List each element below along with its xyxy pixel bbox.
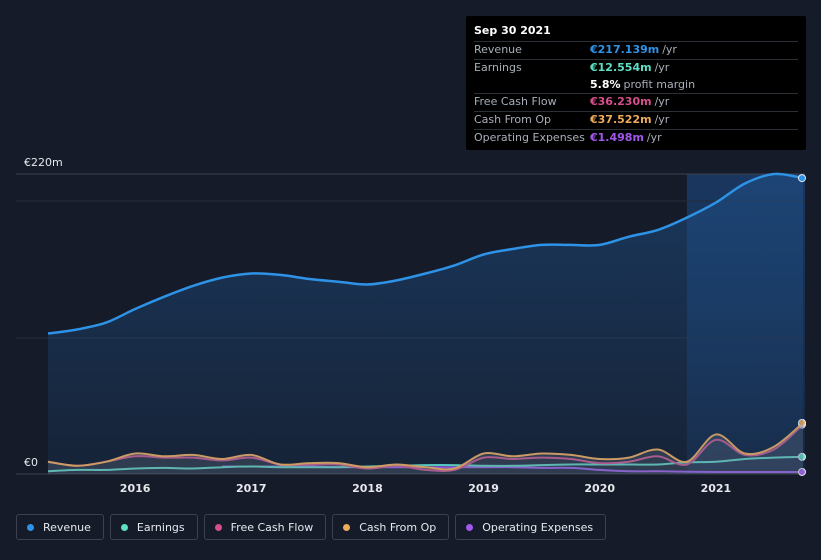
- legend-label: Revenue: [43, 520, 91, 534]
- legend-label: Free Cash Flow: [230, 520, 314, 534]
- legend-item-operating-expenses[interactable]: Operating Expenses: [455, 514, 607, 540]
- legend-dot-icon: [27, 523, 34, 531]
- legend-label: Cash From Op: [359, 520, 437, 534]
- x-tick-label: 2016: [120, 482, 151, 495]
- x-tick-label: 2021: [701, 482, 732, 495]
- legend-dot-icon: [120, 523, 128, 531]
- tooltip-row-value: €1.498m: [590, 130, 644, 144]
- tooltip-row: Free Cash Flow €36.230m/yr: [474, 93, 798, 111]
- chart: €220m €0 2016 2017 2018 2019 2020 2021: [16, 156, 806, 495]
- tooltip-row-unit: /yr: [662, 43, 677, 56]
- legend-dot-icon: [466, 523, 474, 531]
- tooltip-row-value: €37.522m: [590, 113, 652, 127]
- x-tick-label: 2020: [584, 482, 615, 495]
- tooltip-row-value: €12.554m: [590, 60, 652, 74]
- tooltip-row-unit: /yr: [654, 113, 670, 127]
- x-tick-label: 2018: [352, 482, 383, 495]
- tooltip-row-value: €36.230m: [590, 95, 652, 109]
- tooltip-row-unit: /yr: [654, 60, 670, 74]
- tooltip-row-label: Earnings: [474, 60, 522, 74]
- tooltip-row-label: Revenue: [474, 43, 522, 56]
- revenue-end-point[interactable]: [798, 174, 806, 183]
- revenue-line: [47, 172, 804, 335]
- tooltip-date: Sep 30 2021: [474, 24, 551, 37]
- legend-item-revenue[interactable]: Revenue: [16, 514, 104, 540]
- revenue-area: [48, 173, 803, 474]
- x-tick-label: 2017: [236, 482, 267, 495]
- legend-dot-icon: [343, 523, 351, 531]
- legend-label: Earnings: [136, 520, 185, 534]
- tooltip-row-unit: /yr: [654, 95, 670, 109]
- legend-dot-icon: [214, 523, 222, 531]
- tooltip-row-value: 5.8%: [590, 77, 621, 91]
- legend-item-free-cash-flow[interactable]: Free Cash Flow: [203, 514, 327, 540]
- tooltip-row: Revenue €217.139m/yr: [474, 41, 798, 59]
- tooltip-row-label: Free Cash Flow: [474, 95, 557, 109]
- legend-label: Operating Expenses: [482, 520, 594, 534]
- tooltip-row-label: Cash From Op: [474, 113, 552, 127]
- y-bottom-label: €0: [24, 456, 38, 469]
- tooltip-row: Cash From Op €37.522m/yr: [474, 111, 798, 129]
- legend: Revenue Earnings Free Cash Flow Cash From O…: [16, 514, 607, 540]
- legend-item-cash-from-op[interactable]: Cash From Op: [332, 514, 450, 540]
- y-top-label: €220m: [24, 156, 63, 169]
- x-tick-label: 2019: [468, 482, 499, 495]
- tooltip-row: 5.8% profit margin: [474, 77, 798, 94]
- tooltip-row-unit: /yr: [646, 130, 662, 144]
- tooltip-row-value: €217.139m: [590, 43, 660, 56]
- tooltip-row-label: Operating Expenses: [474, 130, 585, 144]
- tooltip-row-unit: profit margin: [623, 77, 696, 91]
- tooltip-row: Operating Expenses €1.498m/yr: [474, 128, 798, 147]
- tooltip: Sep 30 2021 Revenue €217.139m/yr Earnings €…: [466, 16, 806, 150]
- tooltip-row: Earnings €12.554m/yr: [474, 58, 798, 77]
- legend-item-earnings[interactable]: Earnings: [109, 514, 198, 540]
- tooltip-row-label: [474, 77, 590, 94]
